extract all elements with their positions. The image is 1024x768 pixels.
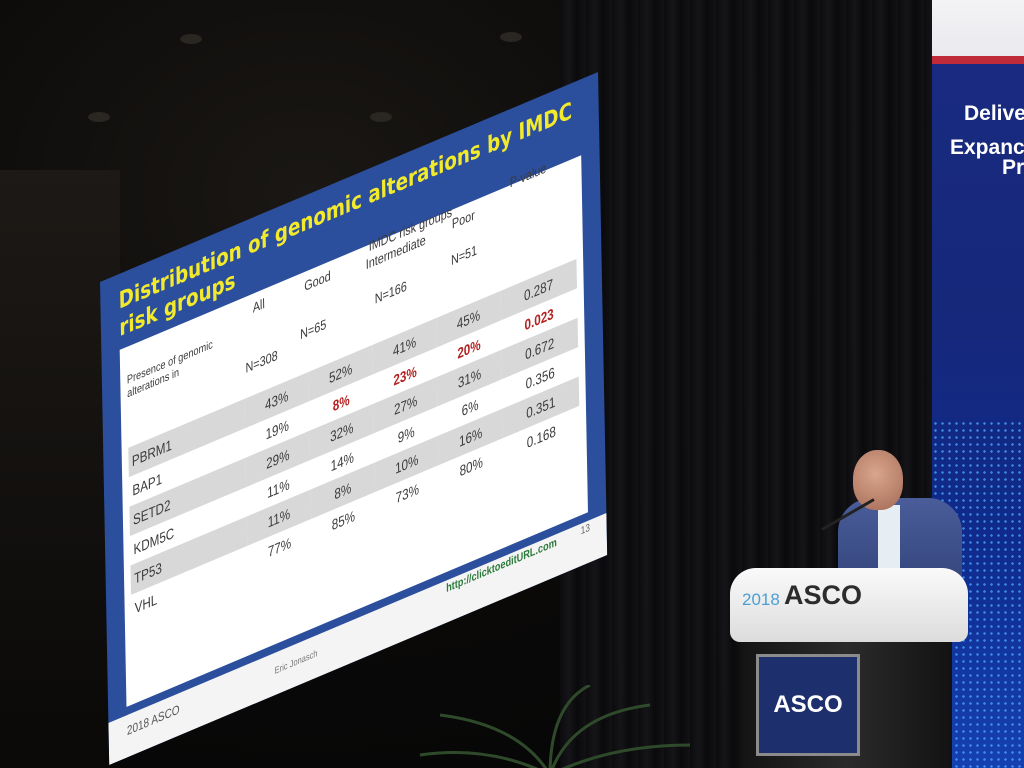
header-good: Good (304, 267, 331, 295)
header-poor: Poor (451, 206, 475, 232)
presentation-slide: Distribution of genomic alterations by I… (100, 72, 608, 765)
banner-top (932, 0, 1024, 60)
banner-stripe (932, 56, 1024, 64)
ceiling-light (180, 34, 202, 44)
conference-banner: Delive Expanc Pr (932, 0, 1024, 768)
banner-line3: Pr (1002, 156, 1024, 179)
banner-line2: Expanc (950, 136, 1024, 159)
podium-plate: ASCO (756, 654, 860, 756)
ceiling-light (370, 112, 392, 122)
slide-page-number: 13 (580, 522, 591, 538)
podium-year: 2018 (742, 590, 780, 609)
ceiling-light (88, 112, 110, 122)
left-wall (0, 170, 120, 768)
podium-top: 2018 ASCO (730, 568, 968, 642)
speaker-head (853, 450, 903, 510)
projection-screen: Distribution of genomic alterations by I… (96, 56, 608, 765)
plant-icon (419, 685, 691, 768)
ceiling-light (500, 32, 522, 42)
header-all: All (252, 295, 265, 316)
footer-asco-logo: 2018 ASCO (126, 701, 180, 739)
banner-line1: Delive (964, 102, 1024, 125)
header-n-good: N=65 (299, 315, 327, 343)
podium-name: ASCO (784, 580, 863, 610)
footer-presenter: Eric Jonasch (274, 647, 318, 677)
header-n-poor: N=51 (450, 241, 478, 269)
header-n-intermediate: N=166 (374, 277, 407, 307)
speaker-shirt (878, 505, 900, 575)
podium-plate-logo: ASCO (773, 691, 843, 718)
header-n-all: N=308 (245, 346, 278, 377)
header-presence: Presence of genomic alterations in (126, 338, 213, 401)
